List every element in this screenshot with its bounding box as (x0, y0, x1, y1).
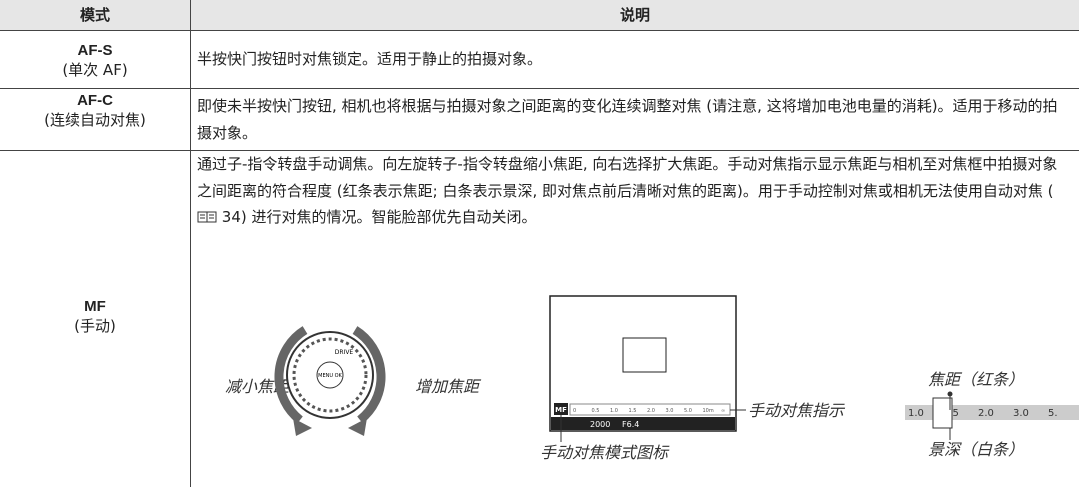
mode: MF (84, 298, 106, 315)
focus-point (947, 391, 953, 397)
desc: 通过子-指令转盘手动调焦。向左旋转子-指令转盘缩小焦距, 向右选择扩大焦距。手动… (190, 151, 1079, 487)
mf-icon (554, 403, 568, 415)
scale-label: 2.0 (647, 408, 655, 414)
info-bar (551, 417, 735, 430)
rule (0, 88, 1079, 89)
mode-note: (连续自动对焦) (44, 111, 146, 129)
scale-label: 1.0 (610, 408, 618, 414)
scale-label: 1.0 (908, 408, 924, 419)
scale-label: 1.5 (629, 408, 637, 414)
dial-right-label: 增加焦距 (415, 377, 482, 396)
rule (0, 150, 1079, 151)
mode: AF-C (77, 92, 113, 109)
header-desc: 说明 (190, 0, 1079, 30)
mf-icon-label: 手动对焦模式图标 (540, 443, 670, 462)
header-mode: 模式 (0, 0, 190, 30)
desc-text: 通过子-指令转盘手动调焦。向左旋转子-指令转盘缩小焦距, 向右选择扩大焦距。手动… (197, 155, 1058, 200)
scale-label: 3.0 (1013, 408, 1029, 419)
focus-label: 焦距（红条） (928, 370, 1024, 389)
desc: 即使未半按快门按钮, 相机也将根据与拍摄对象之间距离的变化连续调整对焦 (请注意… (190, 89, 1079, 150)
desc-text: ) 进行对焦的情况。智能脸部优先自动关闭。 (240, 208, 537, 226)
mode: AF-S (77, 42, 113, 59)
mode-note: (手动) (74, 317, 116, 335)
mode-note: (单次 AF) (62, 61, 128, 79)
screen-shutter: 2000 (590, 420, 610, 429)
scale-label: 10m (703, 408, 714, 414)
desc: 半按快门按钮时对焦锁定。适用于静止的拍摄对象。 (190, 31, 1079, 88)
screen-aperture: F6.4 (622, 420, 639, 429)
mode-cell: AF-C (连续自动对焦) (0, 92, 190, 130)
scale-label: 0.5 (592, 408, 600, 414)
dof-label: 景深（白条） (928, 440, 1024, 459)
indicator-label: 手动对焦指示 (748, 401, 846, 420)
dial-center: MENU OK (318, 373, 342, 379)
page-ref: 34 (221, 208, 241, 226)
scale-label: 3.0 (666, 408, 674, 414)
dof-bar (932, 397, 953, 429)
screen-mf: MF (555, 406, 567, 414)
focus-frame (622, 337, 667, 373)
rule (0, 30, 1079, 31)
dial: DRIVE MENU OK (274, 326, 386, 436)
page-icon (197, 211, 217, 223)
scale-label: 5.0 (684, 408, 692, 414)
scale-label: 5. (1048, 408, 1058, 419)
scale-label: 0 (573, 408, 576, 414)
mode-cell: MF (手动) (0, 298, 190, 336)
scale-label: 2.0 (978, 408, 994, 419)
screen (549, 295, 737, 432)
dial-top: DRIVE (335, 349, 354, 356)
scale-label: ∞ (721, 408, 725, 414)
mode-cell: AF-S (单次 AF) (0, 42, 190, 80)
